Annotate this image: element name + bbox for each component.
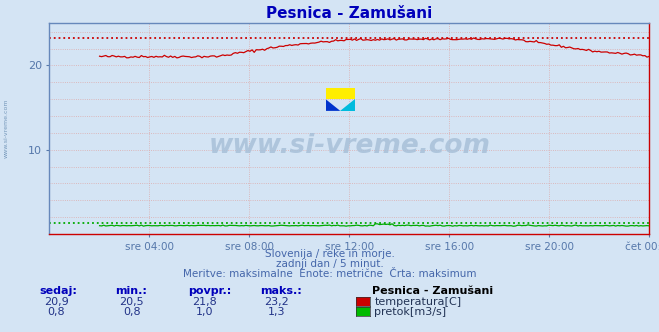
Text: 0,8: 0,8 xyxy=(123,307,140,317)
Text: 20,9: 20,9 xyxy=(43,297,69,307)
Text: Meritve: maksimalne  Enote: metrične  Črta: maksimum: Meritve: maksimalne Enote: metrične Črta… xyxy=(183,269,476,279)
Text: min.:: min.: xyxy=(115,286,147,296)
Text: www.si-vreme.com: www.si-vreme.com xyxy=(4,99,9,158)
Title: Pesnica - Zamušani: Pesnica - Zamušani xyxy=(266,6,432,21)
Text: maks.:: maks.: xyxy=(260,286,302,296)
Bar xyxy=(326,88,355,99)
Text: 20,5: 20,5 xyxy=(119,297,144,307)
Text: Pesnica - Zamušani: Pesnica - Zamušani xyxy=(372,286,494,296)
Text: povpr.:: povpr.: xyxy=(188,286,231,296)
Text: 0,8: 0,8 xyxy=(47,307,65,317)
Text: 23,2: 23,2 xyxy=(264,297,289,307)
Text: sedaj:: sedaj: xyxy=(40,286,77,296)
Text: pretok[m3/s]: pretok[m3/s] xyxy=(374,307,446,317)
Text: 1,3: 1,3 xyxy=(268,307,285,317)
Polygon shape xyxy=(326,99,340,111)
Text: zadnji dan / 5 minut.: zadnji dan / 5 minut. xyxy=(275,259,384,269)
Text: 21,8: 21,8 xyxy=(192,297,217,307)
Text: Slovenija / reke in morje.: Slovenija / reke in morje. xyxy=(264,249,395,259)
Polygon shape xyxy=(340,99,355,111)
Text: temperatura[C]: temperatura[C] xyxy=(374,297,461,307)
Text: 1,0: 1,0 xyxy=(196,307,213,317)
Text: www.si-vreme.com: www.si-vreme.com xyxy=(208,132,490,158)
